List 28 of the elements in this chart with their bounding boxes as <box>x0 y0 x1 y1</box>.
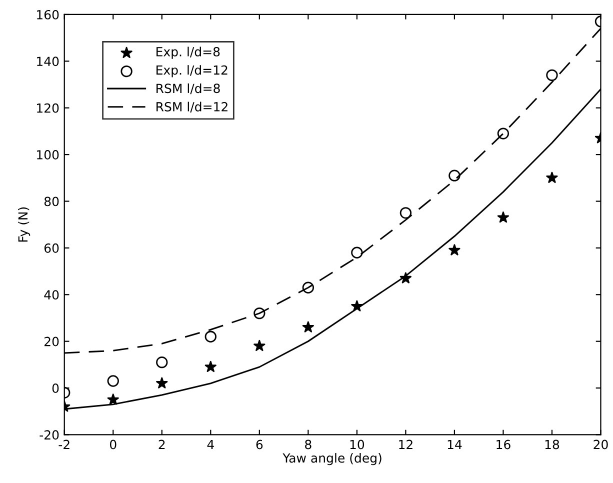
y-tick-label: 120 <box>37 103 59 113</box>
x-tick-label: 10 <box>350 440 364 450</box>
y-tick-label: 0 <box>52 383 59 393</box>
x-tick-label: 2 <box>158 440 165 450</box>
x-axis-title: Yaw angle (deg) <box>282 453 382 466</box>
y-tick-label: 40 <box>44 290 59 300</box>
y-tick-label: -20 <box>40 430 59 440</box>
x-tick-label: 16 <box>496 440 510 450</box>
x-tick-label: 20 <box>594 440 608 450</box>
x-tick-label: -2 <box>58 440 70 450</box>
y-tick-label: 60 <box>44 243 59 253</box>
x-tick-label: 6 <box>256 440 263 450</box>
legend-label: Exp. l/d=8 <box>156 46 220 59</box>
x-tick-label: 8 <box>305 440 312 450</box>
x-tick-label: 12 <box>399 440 412 450</box>
x-tick-label: 4 <box>207 440 214 450</box>
y-tick-label: 160 <box>37 10 59 20</box>
y-axis-title: Fy (N) <box>18 207 30 242</box>
x-tick-label: 14 <box>448 440 462 450</box>
x-tick-label: 18 <box>545 440 560 450</box>
y-tick-label: 20 <box>44 336 59 346</box>
y-tick-label: 100 <box>37 150 59 160</box>
y-tick-label: 80 <box>44 196 59 206</box>
y-tick-label: 140 <box>37 56 59 66</box>
legend-label: RSM l/d=8 <box>156 83 220 94</box>
x-tick-label: 0 <box>110 440 116 450</box>
legend-label: RSM l/d=12 <box>156 102 228 112</box>
legend-label: Exp. l/d=12 <box>156 65 228 78</box>
